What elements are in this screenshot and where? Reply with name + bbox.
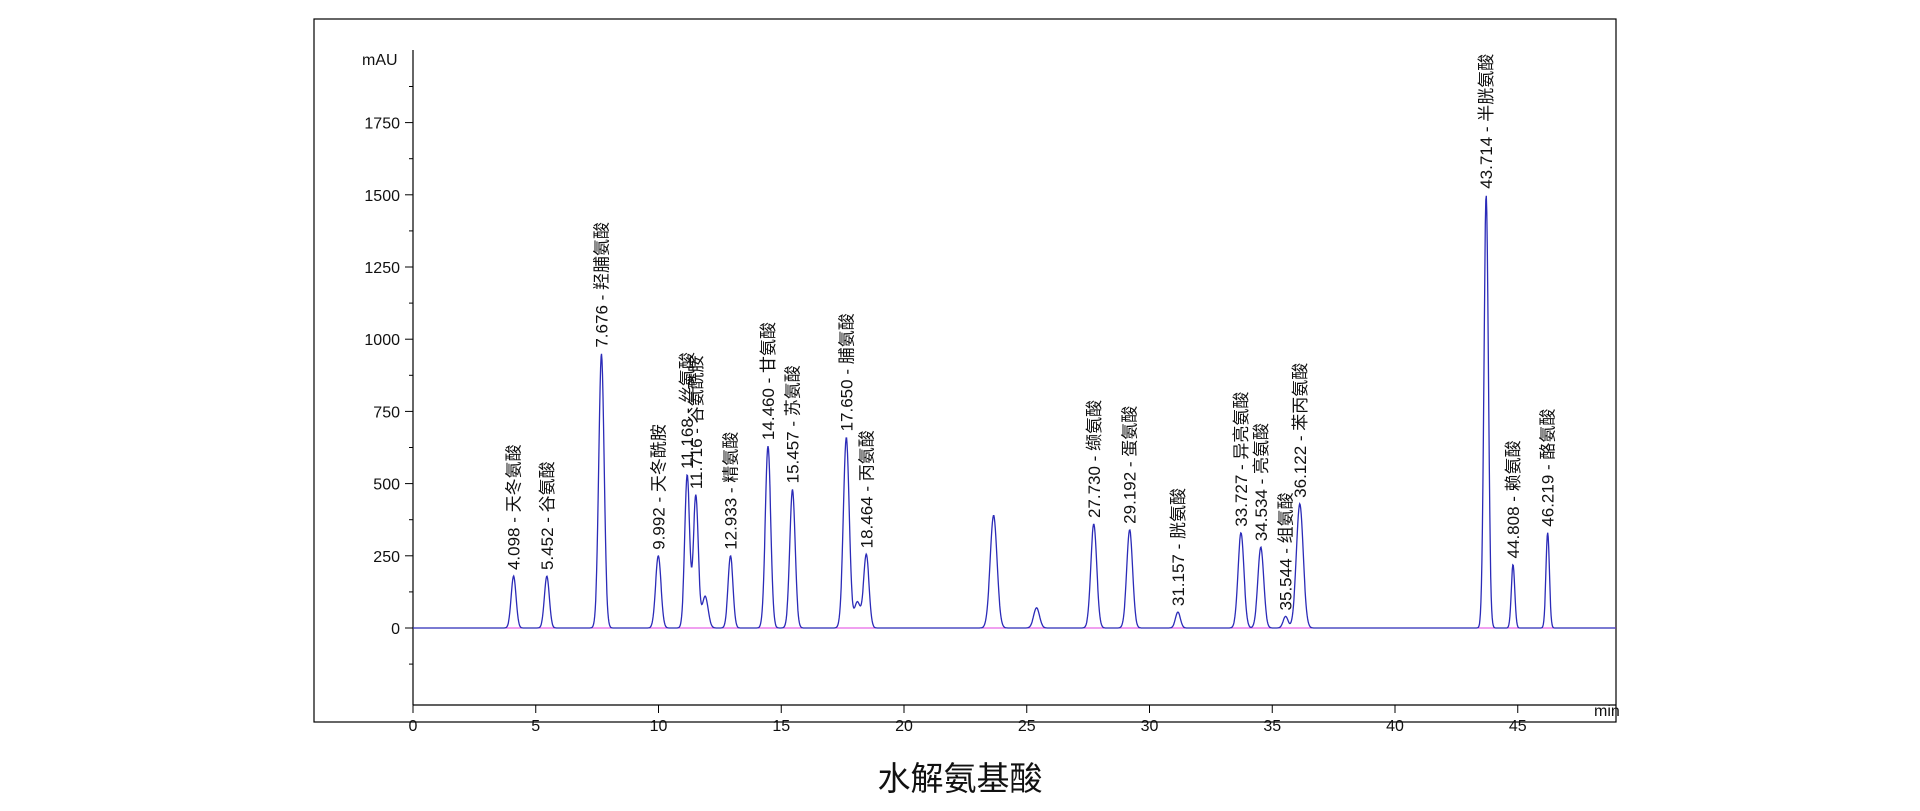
figure-caption: 水解氨基酸 [877, 759, 1043, 798]
peak-label: 27.730 - 缬氨酸 [1085, 400, 1104, 518]
y-axis-label: mAU [362, 52, 398, 69]
peak-label: 11.168 - 丝氨酸 [678, 352, 697, 469]
y-tick-label: 500 [373, 477, 400, 494]
peak-label: 44.808 - 赖氨酸 [1504, 440, 1523, 558]
x-axis-label: min [1594, 703, 1620, 720]
y-tick-label: 1750 [364, 116, 400, 133]
peak-label: 18.464 - 丙氨酸 [857, 430, 876, 548]
y-tick-label: 250 [373, 549, 400, 566]
peak-label: 33.727 - 异亮氨酸 [1232, 392, 1251, 527]
peak-label: 14.460 - 甘氨酸 [759, 322, 778, 440]
peak-label: 9.992 - 天冬酰胺 [649, 424, 668, 550]
x-axis-ticks: 0 5 10 15 20 25 30 35 40 45 [409, 705, 1527, 735]
peak-label: 43.714 - 半胱氨酸 [1477, 54, 1496, 189]
peak-label: 5.452 - 谷氨酸 [538, 461, 557, 570]
peak-label: 29.192 - 蛋氨酸 [1121, 406, 1140, 524]
peak-label: 7.676 - 羟脯氨酸 [592, 222, 611, 348]
peak-label: 4.098 - 天冬氨酸 [505, 444, 524, 570]
peak-labels: 4.098 - 天冬氨酸 5.452 - 谷氨酸 7.676 - 羟脯氨酸 9.992… [505, 54, 1558, 611]
y-tick-label: 750 [373, 404, 400, 421]
chromatogram-trace [413, 195, 1616, 629]
peak-label: 36.122 - 苯丙氨酸 [1291, 363, 1310, 498]
plot-frame [313, 18, 1617, 723]
peak-label: 31.157 - 胱氨酸 [1169, 488, 1188, 606]
x-tick-label: 35 [1263, 718, 1281, 735]
peak-label: 35.544 - 组氨酸 [1277, 492, 1296, 610]
x-tick-label: 40 [1386, 718, 1404, 735]
y-tick-label: 1500 [364, 188, 400, 205]
y-tick-label: 0 [391, 621, 400, 638]
x-tick-label: 15 [772, 718, 790, 735]
x-tick-label: 20 [895, 718, 913, 735]
x-tick-label: 0 [409, 718, 418, 735]
x-tick-label: 5 [531, 718, 540, 735]
x-tick-label: 10 [650, 718, 668, 735]
x-tick-label: 45 [1509, 718, 1527, 735]
x-tick-label: 25 [1018, 718, 1036, 735]
x-tick-label: 30 [1141, 718, 1159, 735]
y-axis-ticks: 0 250 500 750 1000 1250 1500 1750 [364, 86, 413, 665]
y-tick-label: 1000 [364, 332, 400, 349]
peak-label: 15.457 - 苏氨酸 [783, 365, 802, 483]
peak-label: 11.716 - 谷氨酰胺 [687, 355, 706, 489]
peak-label: 17.650 - 脯氨酸 [837, 313, 856, 431]
peak-label: 46.219 - 酪氨酸 [1539, 409, 1558, 527]
peak-label: 12.933 - 精氨酸 [722, 432, 741, 550]
y-tick-label: 1250 [364, 260, 400, 277]
peak-label: 34.534 - 亮氨酸 [1252, 423, 1271, 541]
